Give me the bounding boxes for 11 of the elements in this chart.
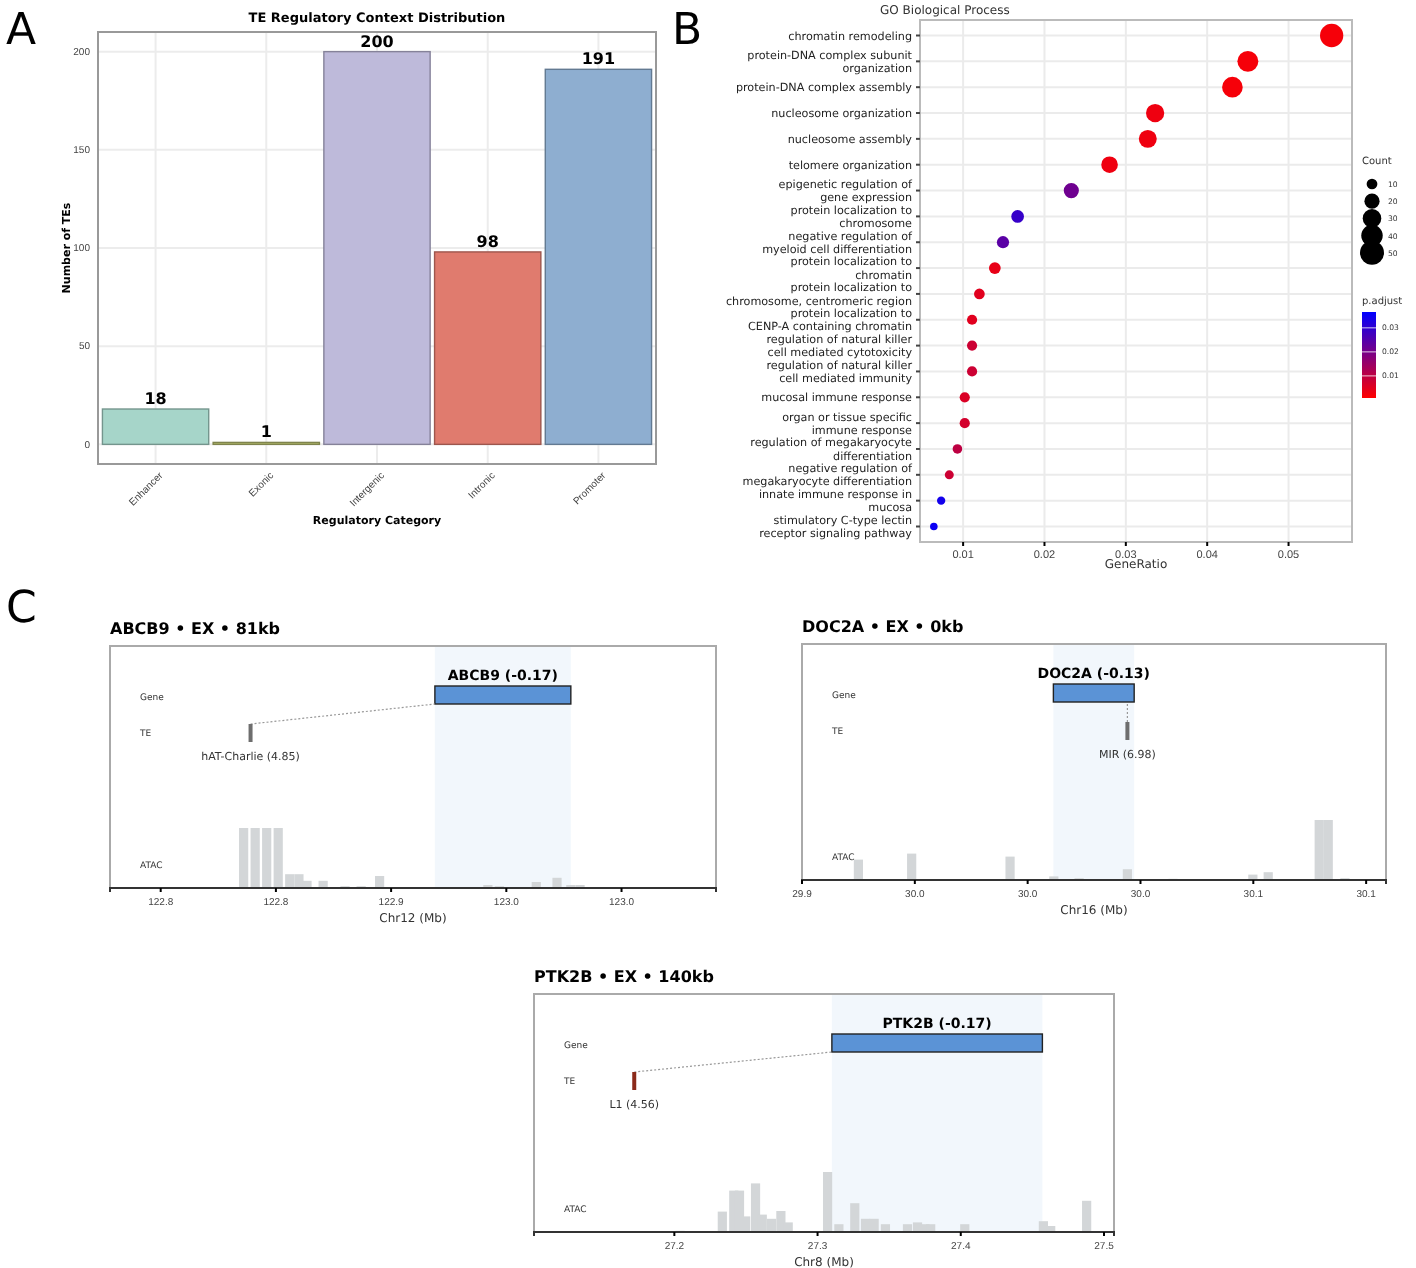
data-label: 191 [581, 50, 616, 69]
data-label: 18 [144, 390, 168, 409]
text: A [6, 6, 37, 56]
chart-title: ABCB9 • EX • 81kb [110, 620, 281, 638]
text: B [672, 6, 703, 56]
data-label: 98 [476, 232, 500, 251]
data-label: 1 [260, 423, 273, 442]
chart-title: PTK2B • EX • 140kb [534, 968, 715, 986]
data-label: 200 [360, 32, 395, 51]
chart-title: DOC2A • EX • 0kb [802, 618, 964, 636]
text: C [6, 584, 37, 634]
